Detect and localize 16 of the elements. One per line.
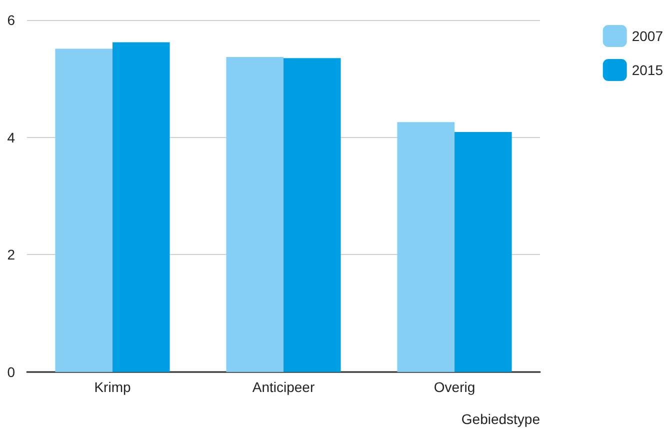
bar bbox=[226, 56, 284, 372]
y-tick-label: 6 bbox=[7, 12, 16, 28]
legend-label: 2007 bbox=[632, 28, 664, 44]
y-tick-label: 4 bbox=[7, 129, 16, 146]
x-tick-label: Krimp bbox=[94, 379, 131, 395]
bar bbox=[454, 132, 512, 372]
x-tick-label: Overig bbox=[434, 379, 476, 395]
bar bbox=[112, 42, 170, 372]
bar bbox=[397, 122, 454, 372]
bar bbox=[284, 58, 341, 372]
y-tick-label: 0 bbox=[7, 364, 16, 380]
x-axis-title: Gebiedstype bbox=[461, 411, 540, 427]
x-tick-label: Anticipeer bbox=[252, 379, 315, 395]
legend-label: 2015 bbox=[632, 62, 664, 78]
bar bbox=[55, 48, 112, 372]
y-tick-label: 2 bbox=[7, 246, 16, 263]
